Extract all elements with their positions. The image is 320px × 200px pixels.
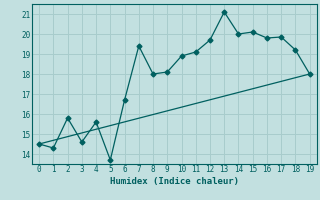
X-axis label: Humidex (Indice chaleur): Humidex (Indice chaleur) bbox=[110, 177, 239, 186]
